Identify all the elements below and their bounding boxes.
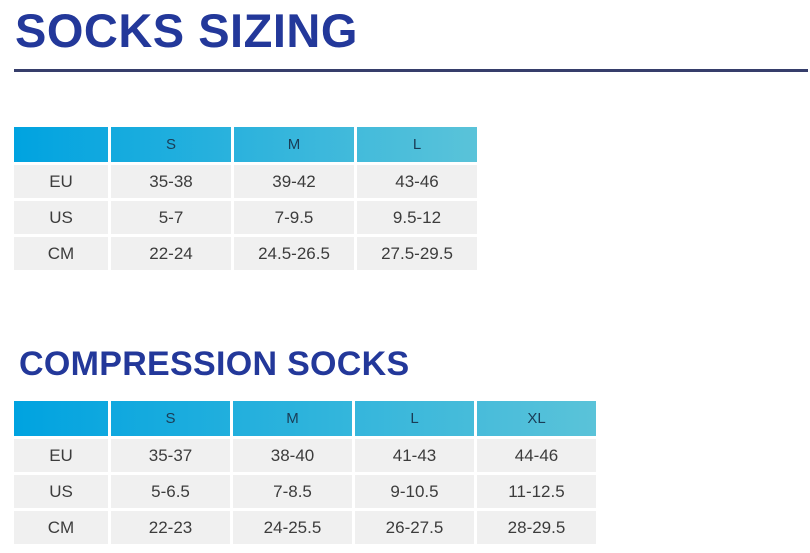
table-header-row: S M L XL (14, 401, 596, 436)
table-row-us: US 5-7 7-9.5 9.5-12 (14, 201, 477, 234)
column-header-m: M (234, 127, 354, 162)
size-value: 9-10.5 (355, 475, 474, 508)
column-header-l: L (355, 401, 474, 436)
size-value: 9.5-12 (357, 201, 477, 234)
size-value: 7-8.5 (233, 475, 352, 508)
row-label: EU (14, 439, 108, 472)
table-row-eu: EU 35-37 38-40 41-43 44-46 (14, 439, 596, 472)
size-value: 39-42 (234, 165, 354, 198)
column-header-l: L (357, 127, 477, 162)
row-label: CM (14, 237, 108, 270)
column-header-xl: XL (477, 401, 596, 436)
column-header-s: S (111, 127, 231, 162)
table-row-us: US 5-6.5 7-8.5 9-10.5 11-12.5 (14, 475, 596, 508)
section-title-compression-socks: COMPRESSION SOCKS (19, 345, 410, 383)
size-value: 5-7 (111, 201, 231, 234)
size-value: 44-46 (477, 439, 596, 472)
size-value: 24.5-26.5 (234, 237, 354, 270)
compression-socks-table: S M L XL EU 35-37 38-40 41-43 44-46 US 5-6.5 7-8.5… (14, 401, 596, 544)
table-row-cm: CM 22-24 24.5-26.5 27.5-29.5 (14, 237, 477, 270)
size-value: 22-24 (111, 237, 231, 270)
column-header-s: S (111, 401, 230, 436)
size-value: 38-40 (233, 439, 352, 472)
size-value: 24-25.5 (233, 511, 352, 544)
size-value: 28-29.5 (477, 511, 596, 544)
size-value: 35-37 (111, 439, 230, 472)
row-label: US (14, 201, 108, 234)
size-value: 43-46 (357, 165, 477, 198)
table-row-cm: CM 22-23 24-25.5 26-27.5 28-29.5 (14, 511, 596, 544)
size-value: 35-38 (111, 165, 231, 198)
page-title: SOCKS SIZING (15, 4, 358, 57)
size-value: 26-27.5 (355, 511, 474, 544)
size-value: 22-23 (111, 511, 230, 544)
column-header-m: M (233, 401, 352, 436)
title-divider (14, 69, 808, 72)
size-value: 27.5-29.5 (357, 237, 477, 270)
size-value: 41-43 (355, 439, 474, 472)
size-value: 7-9.5 (234, 201, 354, 234)
size-value: 11-12.5 (477, 475, 596, 508)
column-header-blank (14, 401, 108, 436)
table-row-eu: EU 35-38 39-42 43-46 (14, 165, 477, 198)
size-value: 5-6.5 (111, 475, 230, 508)
column-header-blank (14, 127, 108, 162)
row-label: EU (14, 165, 108, 198)
row-label: CM (14, 511, 108, 544)
row-label: US (14, 475, 108, 508)
